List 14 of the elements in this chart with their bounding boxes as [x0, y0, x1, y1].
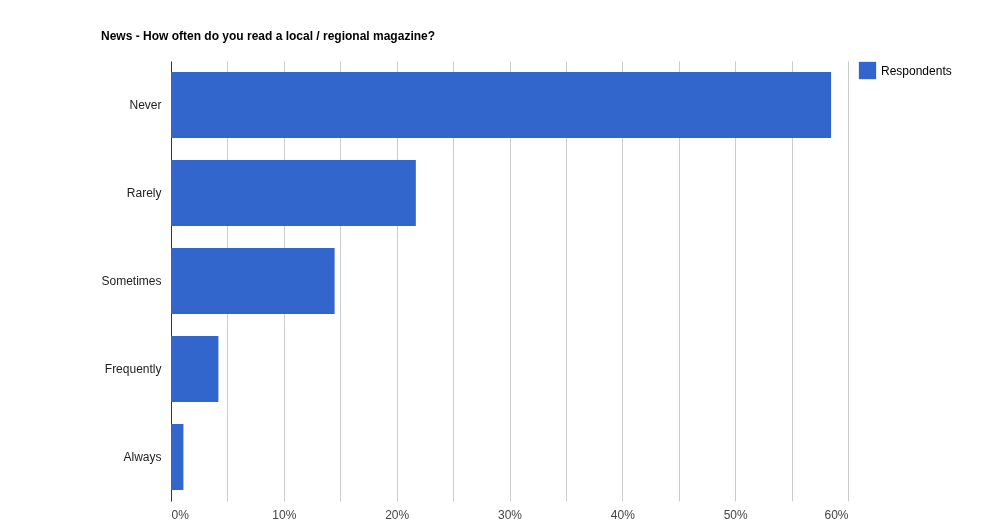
x-tick-label: 10%: [272, 507, 297, 522]
y-tick-label: Frequently: [104, 362, 162, 376]
x-tick-label: 40%: [610, 507, 636, 522]
chart-title: News - How often do you read a local / regional magazine?: [100, 29, 436, 43]
x-tick-label: 50%: [723, 507, 748, 522]
x-tick-label: 0%: [171, 507, 190, 522]
y-tick-label: Rarely: [126, 186, 162, 200]
x-tick-label: 60%: [824, 507, 849, 522]
y-tick-label: Never: [129, 98, 162, 112]
y-tick-label: Sometimes: [101, 274, 162, 288]
y-tick-label: Always: [123, 450, 162, 464]
x-tick-label: 20%: [385, 507, 410, 522]
legend-label: Respondents: [881, 63, 952, 78]
x-tick-label: 30%: [497, 507, 523, 522]
